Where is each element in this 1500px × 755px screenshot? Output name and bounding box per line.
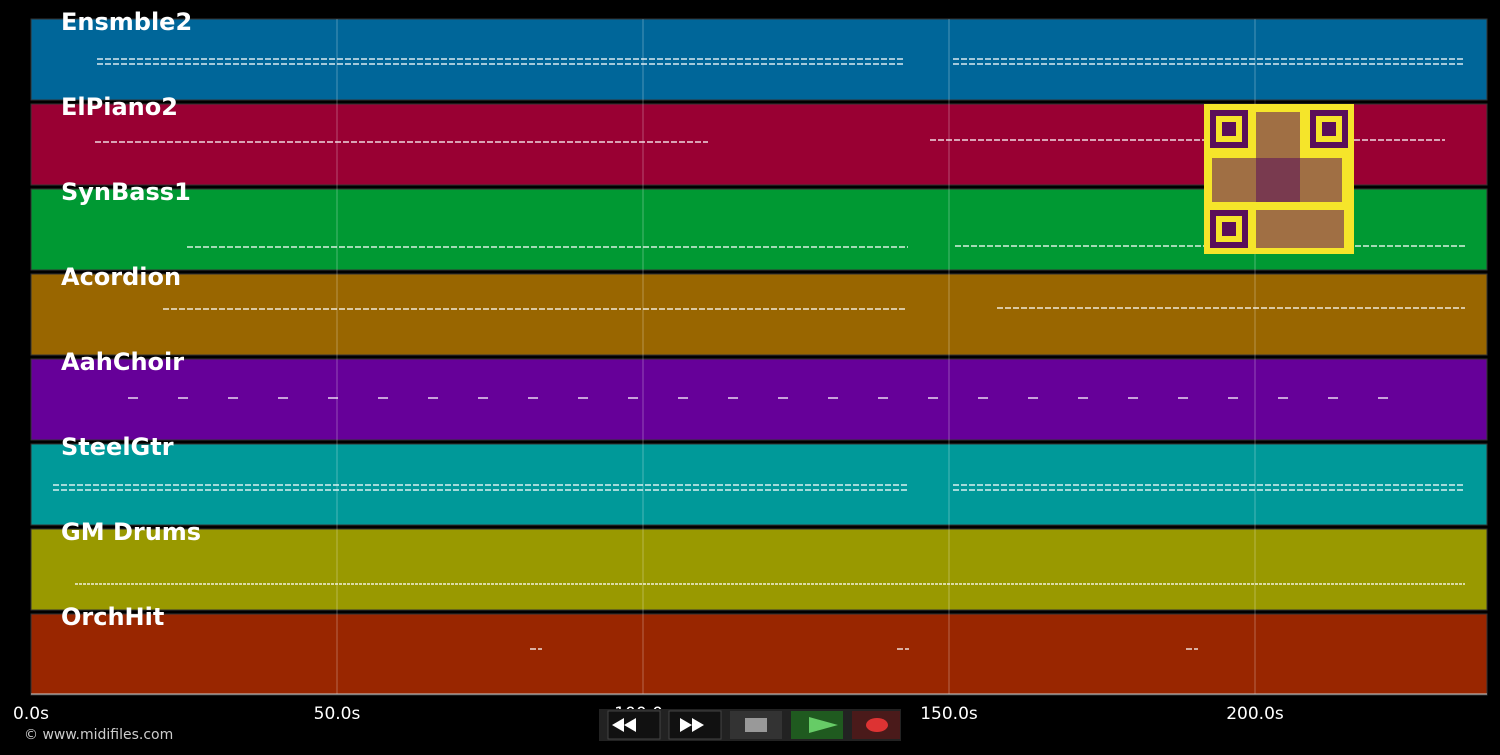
play-button[interactable] [791,711,843,739]
track-name: AahChoir [61,348,184,376]
time-tick-label: 200.0s [1226,704,1284,724]
time-tick-label: 0.0s [13,704,49,724]
copyright: © www.midifiles.com [24,727,173,743]
time-tick-label: 50.0s [314,704,361,724]
track-name: Ensmble2 [61,8,192,36]
track-lane [30,528,1488,611]
qr-code [1204,104,1354,254]
fast-forward-button[interactable] [668,710,722,740]
track-name: OrchHit [61,603,164,631]
track-lane [30,273,1488,356]
track-name: GM Drums [61,518,201,546]
record-button[interactable] [852,711,900,739]
track-name: Acordion [61,263,181,291]
track-name: ElPiano2 [61,93,178,121]
rewind-button[interactable] [607,710,661,740]
track-lane [30,613,1488,696]
track-name: SynBass1 [61,178,191,206]
track-name: SteelGtr [61,433,174,461]
notes [53,58,1465,650]
transport [599,709,901,741]
stop-button[interactable] [730,711,782,739]
track-lane [30,358,1488,441]
time-tick-label: 150.0s [920,704,978,724]
